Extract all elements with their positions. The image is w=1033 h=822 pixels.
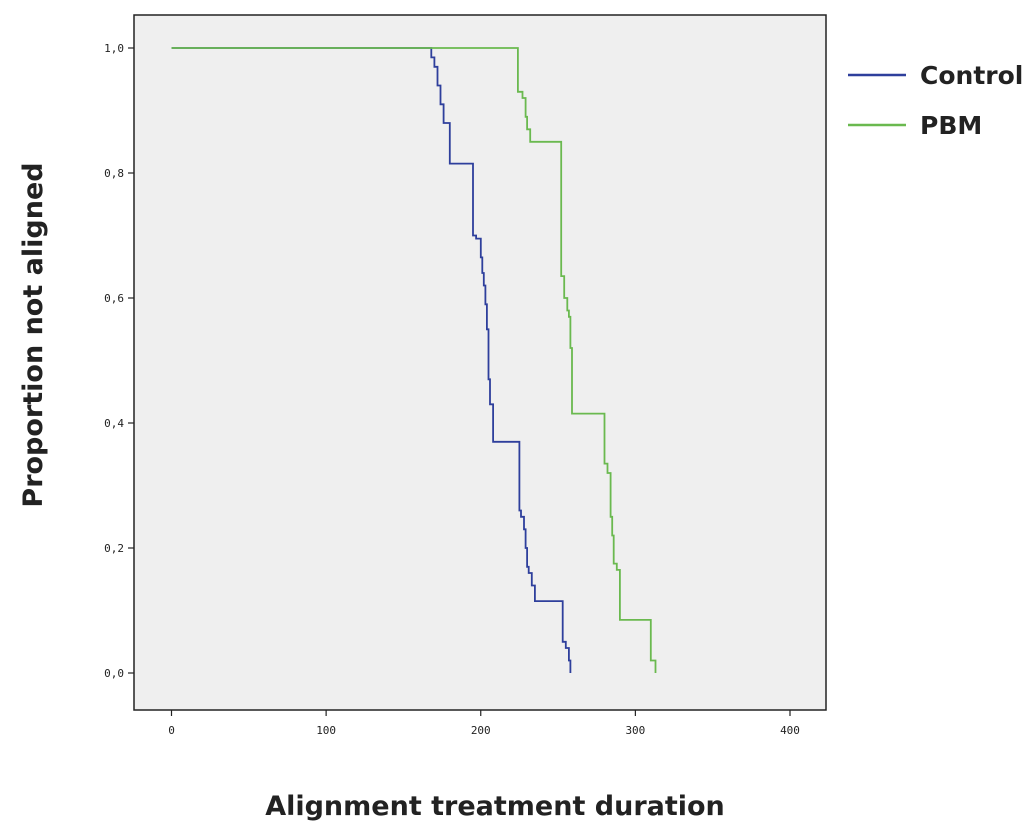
series-line-pbm [171,47,657,673]
legend-label-pbm: PBM [920,111,982,140]
series-lines [171,47,657,673]
y-tick-label: 0,0 [104,667,124,680]
x-tick-label: 400 [780,724,800,737]
legend: Control PBM [848,61,1023,140]
x-axis-title: Alignment treatment duration [265,791,725,822]
y-axis: 0,0 0,2 0,4 0,6 0,8 1,0 [104,42,134,680]
y-tick-label: 0,6 [104,292,124,305]
y-tick-label: 0,4 [104,417,124,430]
plot-area [133,14,827,711]
y-axis-title: Proportion not aligned [18,162,49,507]
y-tick-label: 0,2 [104,542,124,555]
y-tick-label: 1,0 [104,42,124,55]
series-line-control [171,47,572,673]
x-tick-label: 0 [168,724,175,737]
y-tick-label: 0,8 [104,167,124,180]
legend-label-control: Control [920,61,1023,90]
x-tick-label: 100 [316,724,336,737]
x-tick-label: 200 [471,724,491,737]
x-tick-label: 300 [625,724,645,737]
x-axis: 0 100 200 300 400 [168,710,800,737]
